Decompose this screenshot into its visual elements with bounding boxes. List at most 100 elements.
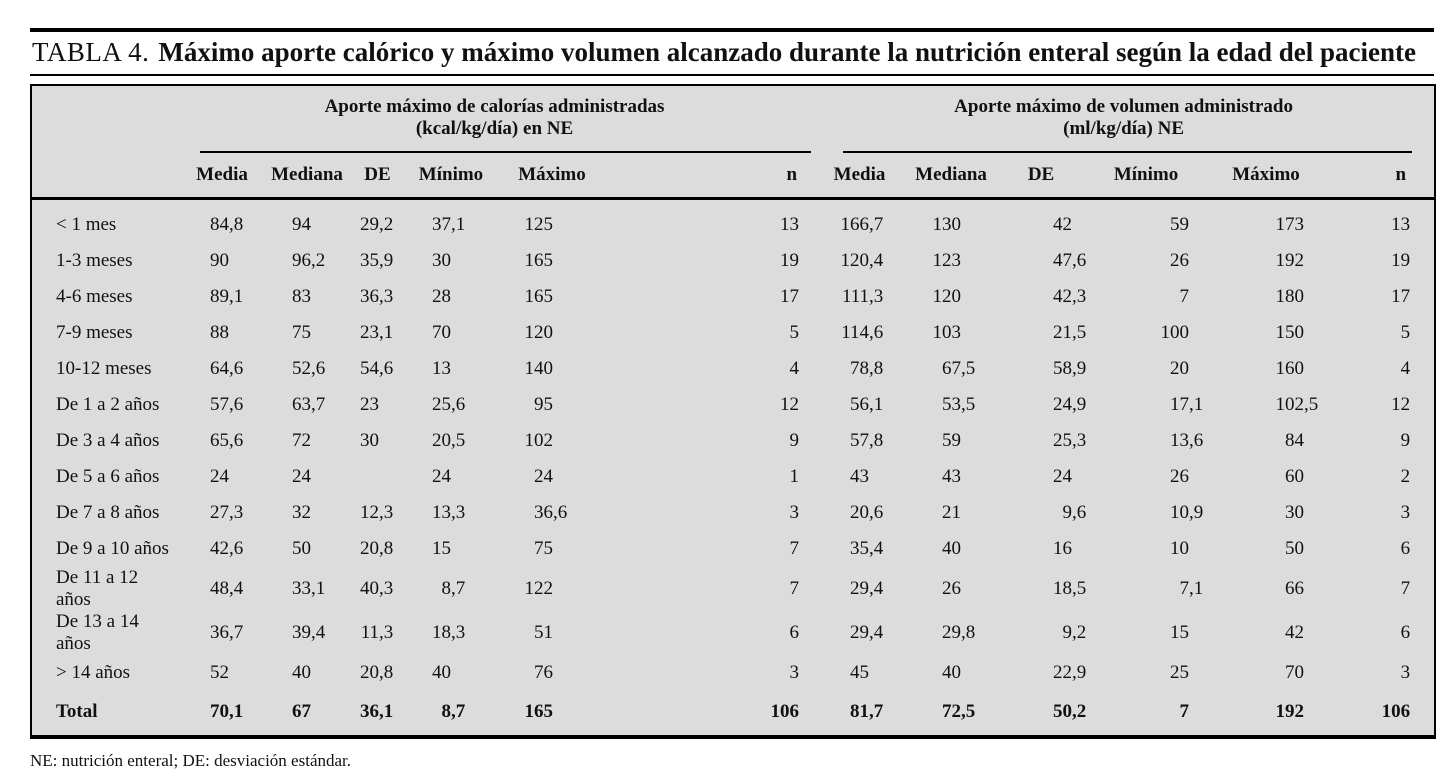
table-row: De 3 a 4 años 65,6 72 30 20,5 102 9 57,8 59 25,3 1… <box>31 423 1435 459</box>
data-cell: 25,3 <box>1053 430 1087 451</box>
data-cell: 75 <box>534 538 553 559</box>
data-cell: 96,2 <box>292 250 326 271</box>
data-cell: 12,3 <box>360 502 394 523</box>
data-cell: 165 <box>524 250 554 271</box>
data-cell: 23 <box>360 394 379 415</box>
data-cell: 180 <box>1275 286 1305 307</box>
row-label: 10-12 meses <box>56 358 152 379</box>
data-cell: 66 <box>1285 578 1305 599</box>
data-cell: 1 <box>789 466 800 487</box>
column-header-row: Media Mediana DE Mínimo Máximo n Media Mediana D… <box>31 153 1436 200</box>
data-cell: 36,6 <box>534 502 568 523</box>
data-cell: 64,6 <box>210 358 244 379</box>
data-cell: 35,9 <box>360 250 394 271</box>
data-cell: 11,3 <box>360 622 394 643</box>
data-cell: 95 <box>534 394 553 415</box>
data-cell: 7 <box>1179 286 1190 307</box>
data-cell: 29,4 <box>850 578 884 599</box>
table-number: TABLA 4. <box>32 37 150 67</box>
data-cell: 100 <box>1160 322 1190 343</box>
data-cell: 140 <box>524 358 554 379</box>
data-cell: 20,6 <box>850 502 884 523</box>
data-cell: 35,4 <box>850 538 884 559</box>
data-cell: 7 <box>1400 578 1411 599</box>
group-title-line2: (ml/kg/día) NE <box>1063 118 1184 139</box>
data-cell: 37,1 <box>432 214 466 235</box>
data-cell: 59 <box>942 430 962 451</box>
data-cell: 120 <box>932 286 962 307</box>
data-cell: 106 <box>770 700 800 722</box>
data-cell: 70 <box>1285 662 1305 683</box>
column-header-n: n <box>1326 153 1436 200</box>
data-cell: 8,7 <box>441 700 466 722</box>
data-cell: 4 <box>1400 358 1411 379</box>
data-cell: 22,9 <box>1053 662 1087 683</box>
data-cell: 24 <box>534 466 553 487</box>
data-cell: 32 <box>292 502 311 523</box>
data-cell: 18,5 <box>1053 578 1087 599</box>
data-cell: 42 <box>1053 214 1073 235</box>
data-cell: 53,5 <box>942 394 976 415</box>
table-row: Total 70,1 67 36,1 8,7 165 106 81,7 72,5 50,2 7 192… <box>31 691 1435 737</box>
data-cell: 106 <box>1381 700 1411 722</box>
data-cell: 8,7 <box>441 578 466 599</box>
data-cell: 21 <box>942 502 962 523</box>
data-cell: 18,3 <box>432 622 466 643</box>
table-title: TABLA 4. Máximo aporte calórico y máximo … <box>30 28 1434 76</box>
data-cell: 20,5 <box>432 430 466 451</box>
group-header-row: Aporte máximo de calorías administradas … <box>31 85 1435 153</box>
data-cell: 13 <box>780 214 800 235</box>
data-cell: 70 <box>432 322 451 343</box>
group-title-line2: (kcal/kg/día) en NE <box>415 118 574 139</box>
data-cell: 30 <box>360 430 379 451</box>
table-row: < 1 mes 84,8 94 29,2 37,1 125 13 166,7 130 42 59 17… <box>31 199 1435 244</box>
data-cell: 9,6 <box>1062 502 1087 523</box>
data-cell: 15 <box>1170 622 1190 643</box>
column-header-de: DE <box>346 153 409 200</box>
data-cell: 72 <box>292 430 311 451</box>
data-cell: 42 <box>1285 622 1305 643</box>
data-cell: 26 <box>1170 250 1190 271</box>
data-cell: 56,1 <box>850 394 884 415</box>
data-cell: 19 <box>780 250 800 271</box>
data-cell: 40 <box>942 662 962 683</box>
data-cell: 10 <box>1170 538 1190 559</box>
data-cell: 5 <box>1400 322 1411 343</box>
data-cell: 39,4 <box>292 622 326 643</box>
data-cell: 165 <box>524 286 554 307</box>
data-cell: 165 <box>524 700 554 722</box>
data-cell: 19 <box>1391 250 1411 271</box>
data-cell: 36,3 <box>360 286 394 307</box>
data-cell: 114,6 <box>841 322 884 343</box>
column-header-máximo: Máximo <box>493 153 611 200</box>
data-cell: 24 <box>432 466 451 487</box>
data-cell: 29,4 <box>850 622 884 643</box>
data-cell: 81,7 <box>850 700 884 722</box>
row-label: De 5 a 6 años <box>56 466 160 487</box>
table-row: De 1 a 2 años 57,6 63,7 23 25,6 95 12 56,1 53,5 2… <box>31 387 1435 423</box>
data-cell: 52,6 <box>292 358 326 379</box>
column-header-mínimo: Mínimo <box>409 153 493 200</box>
data-cell: 30 <box>432 250 451 271</box>
data-cell: 123 <box>932 250 962 271</box>
data-cell: 10,9 <box>1170 502 1204 523</box>
corner-cell <box>31 85 176 153</box>
data-cell: 36,7 <box>210 622 244 643</box>
data-cell: 65,6 <box>210 430 244 451</box>
data-cell: 160 <box>1275 358 1305 379</box>
data-cell: 192 <box>1275 250 1305 271</box>
data-cell: 94 <box>292 214 311 235</box>
data-cell: 84 <box>1285 430 1305 451</box>
data-cell: 7 <box>1179 700 1190 722</box>
data-cell: 3 <box>789 662 800 683</box>
data-cell: 173 <box>1275 214 1305 235</box>
data-cell: 83 <box>292 286 311 307</box>
row-label: > 14 años <box>56 662 131 683</box>
table-row: De 11 a 12 años 48,4 33,1 40,3 8,7 122 7 29,4 26… <box>31 567 1435 611</box>
column-header-n: n <box>611 153 814 200</box>
data-cell: 27,3 <box>210 502 244 523</box>
data-cell: 23,1 <box>360 322 394 343</box>
table-row: De 9 a 10 años 42,6 50 20,8 15 75 7 35,4 40 16 10 5… <box>31 531 1435 567</box>
data-cell: 59 <box>1170 214 1190 235</box>
